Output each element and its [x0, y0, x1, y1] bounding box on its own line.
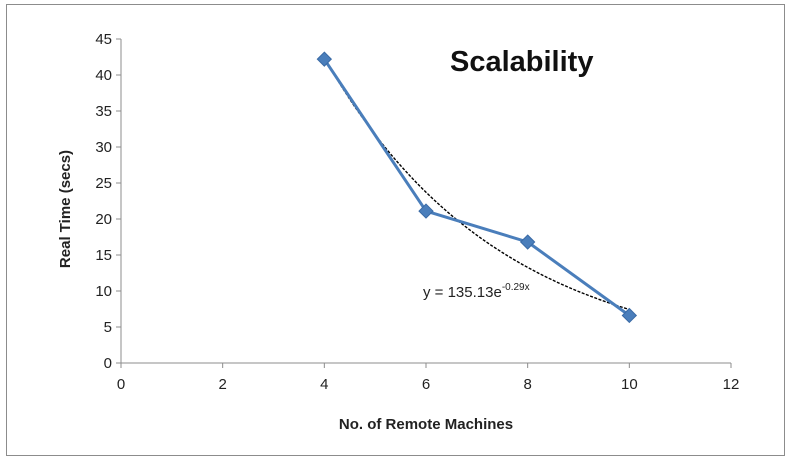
chart-title: Scalability — [450, 46, 593, 78]
series-group — [316, 51, 638, 324]
data-point — [316, 51, 333, 67]
series-line — [323, 58, 631, 317]
x-tick-labels: 0 2 4 6 8 10 12 — [117, 376, 740, 393]
x-tick-label: 2 — [218, 376, 226, 393]
trendline-equation-exponent: -0.29x — [502, 282, 530, 293]
axes — [116, 38, 732, 368]
x-tick-label: 10 — [621, 376, 638, 393]
y-tick-label: 30 — [95, 139, 112, 156]
y-axis-title: Real Time (secs) — [57, 150, 74, 268]
y-tick-label: 0 — [104, 355, 112, 372]
y-tick-label: 20 — [95, 211, 112, 228]
scalability-chart: 0 5 10 15 20 25 30 35 40 45 0 2 4 6 8 10 12 Scalability… — [57, 31, 740, 433]
y-tick-label: 15 — [95, 247, 112, 264]
x-tick-label: 4 — [320, 376, 328, 393]
data-point — [418, 203, 434, 219]
chart-frame: 0 5 10 15 20 25 30 35 40 45 0 2 4 6 8 10 12 Scalability… — [6, 4, 785, 456]
x-tick-label: 12 — [723, 376, 740, 393]
data-point — [519, 234, 536, 250]
trendline-equation: y = 135.13e-0.29x — [423, 282, 530, 301]
trendline-group — [323, 57, 630, 311]
y-tick-label: 25 — [95, 175, 112, 192]
x-tick-label: 6 — [422, 376, 430, 393]
y-tick-label: 45 — [95, 31, 112, 48]
y-tick-label: 35 — [95, 103, 112, 120]
y-tick-label: 40 — [95, 67, 112, 84]
y-tick-label: 5 — [104, 319, 112, 336]
y-tick-labels: 0 5 10 15 20 25 30 35 40 45 — [95, 31, 112, 372]
data-point — [621, 307, 638, 324]
x-tick-label: 8 — [523, 376, 531, 393]
trendline-equation-prefix: y = 135.13e — [423, 284, 502, 301]
trendline — [323, 57, 630, 311]
x-tick-label: 0 — [117, 376, 125, 393]
x-axis-title: No. of Remote Machines — [339, 416, 513, 433]
y-tick-label: 10 — [95, 283, 112, 300]
